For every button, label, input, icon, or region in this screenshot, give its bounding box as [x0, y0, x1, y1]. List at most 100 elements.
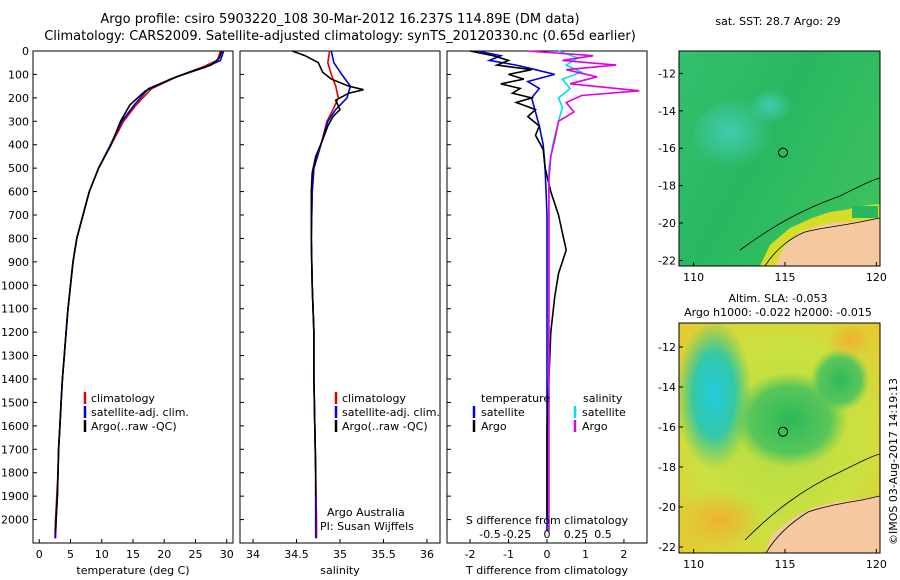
map-x-tick-label: 115	[774, 271, 795, 284]
legend-label: satellite-adj. clim.	[342, 406, 440, 419]
credit-annotation: Argo Australia	[327, 506, 405, 519]
x-tick-label: 25	[189, 548, 203, 561]
map-y-tick-label: -16	[658, 142, 676, 155]
map-y-tick-label: -18	[658, 461, 676, 474]
x-tick-label: 15	[126, 548, 140, 561]
depth-tick-label: 2000	[1, 514, 29, 527]
copyright-stamp: ©IMOS 03-Aug-2017 14:19:13	[887, 378, 900, 545]
x-tick-label: 1	[582, 548, 589, 561]
depth-tick-label: 1500	[1, 396, 29, 409]
x-tick-label: 0	[36, 548, 43, 561]
depth-tick-label: 300	[8, 115, 29, 128]
sla-map	[679, 323, 880, 553]
depth-tick-label: 500	[8, 162, 29, 175]
depth-tick-label: 1700	[1, 443, 29, 456]
depth-tick-label: 1900	[1, 490, 29, 503]
x-tick-label: 35.5	[371, 548, 396, 561]
legend-title: temperature	[481, 392, 550, 405]
depth-tick-label: 700	[8, 209, 29, 222]
map-y-tick-label: -20	[658, 217, 676, 230]
legend-label: climatology	[91, 392, 155, 405]
map-y-tick-label: -22	[658, 541, 676, 554]
depth-tick-label: 100	[8, 68, 29, 81]
salinity-panel: 34 34.5 35 35.5 36 salinity climatologysatelli…	[239, 50, 441, 577]
depth-tick-label: 1200	[1, 326, 29, 339]
sla-low-patch	[810, 348, 870, 412]
legend-label: Argo(..raw -QC)	[91, 420, 177, 433]
credit-annotation: PI: Susan Wijffels	[320, 520, 414, 533]
secondary-tick-label: 0	[544, 528, 551, 541]
map-y-tick-label: -14	[658, 381, 676, 394]
legend-label: Argo	[582, 420, 608, 433]
argo-float-marker	[778, 426, 788, 437]
map-y-tick-label: -12	[658, 341, 676, 354]
series-line	[54, 50, 223, 532]
map-y-tick-label: -16	[658, 421, 676, 434]
series-line	[469, 50, 568, 520]
x-tick-label: -1	[503, 548, 514, 561]
x-tick-label: 30	[220, 548, 234, 561]
legend-label: satellite	[481, 406, 525, 419]
secondary-tick-label: -0.25	[503, 528, 531, 541]
x-tick-label: 20	[157, 548, 171, 561]
legend-label: Argo	[481, 420, 507, 433]
legend-label: Argo(..raw -QC)	[342, 420, 428, 433]
sst-map	[679, 51, 880, 266]
temperature-panel: 0100200300400500600700800900100011001200…	[1, 45, 234, 577]
sla-high-patch	[679, 490, 765, 550]
x-axis-label: salinity	[320, 564, 360, 577]
legend-label: climatology	[342, 392, 406, 405]
depth-tick-label: 0	[22, 45, 29, 58]
depth-tick-label: 400	[8, 139, 29, 152]
difference-panel: -2 -1 0 1 2 T difference from climatology temp…	[446, 50, 648, 577]
depth-tick-label: 1800	[1, 467, 29, 480]
depth-tick-label: 200	[8, 92, 29, 105]
depth-tick-label: 900	[8, 256, 29, 269]
depth-tick-label: 1100	[1, 303, 29, 316]
legend-label: satellite	[582, 406, 626, 419]
coastline	[765, 495, 880, 553]
map-x-tick-label: 120	[866, 271, 887, 284]
secondary-tick-label: 0.25	[564, 528, 589, 541]
map-axes: 110 115 120 -12 -14 -16 -18 -20 -22 110 115 120 -12 -…	[658, 67, 887, 571]
x-tick-label: 0	[544, 548, 551, 561]
series-line	[527, 50, 640, 532]
sst-warm-patch	[750, 90, 800, 130]
land-mass	[765, 496, 880, 553]
depth-tick-label: 1400	[1, 373, 29, 386]
map-y-tick-label: -22	[658, 254, 676, 267]
x-tick-label: 35	[333, 548, 347, 561]
secondary-tick-label: -0.5	[479, 528, 500, 541]
depth-tick-label: 800	[8, 232, 29, 245]
x-axis-label: T difference from climatology	[465, 564, 628, 577]
secondary-axis-label: S difference from climatology	[466, 514, 629, 527]
map-x-tick-label: 110	[683, 271, 704, 284]
temperature-frame	[32, 50, 234, 544]
sla-low-patch	[679, 323, 752, 470]
figure-title-line2: Climatology: CARS2009. Satellite-adjuste…	[44, 29, 636, 44]
sla-high-patch	[828, 323, 872, 358]
legend-label: satellite-adj. clim.	[91, 406, 189, 419]
series-line	[291, 50, 364, 497]
salinity-frame	[239, 50, 441, 544]
x-tick-label: 36	[420, 548, 434, 561]
sst-map-title: sat. SST: 28.7 Argo: 29	[715, 15, 840, 28]
x-tick-label: 34	[246, 548, 260, 561]
x-axis-label: temperature (deg C)	[76, 564, 189, 577]
map-y-tick-label: -14	[658, 105, 676, 118]
figure-title-line1: Argo profile: csiro 5903220_108 30-Mar-2…	[100, 12, 580, 27]
profile-panels: 0100200300400500600700800900100011001200…	[1, 45, 648, 577]
bathymetry-contour	[739, 177, 880, 251]
map-y-tick-label: -20	[658, 501, 676, 514]
sst-block	[852, 206, 878, 218]
x-tick-label: 2	[620, 548, 627, 561]
sla-map-title-line1: Altim. SLA: -0.053	[728, 292, 827, 305]
x-tick-label: -2	[465, 548, 476, 561]
x-tick-label: 10	[95, 548, 109, 561]
map-x-tick-label: 115	[774, 558, 795, 571]
x-tick-label: 34.5	[284, 548, 309, 561]
map-x-tick-label: 110	[683, 558, 704, 571]
depth-tick-label: 1000	[1, 279, 29, 292]
bathymetry-contour	[744, 453, 880, 541]
